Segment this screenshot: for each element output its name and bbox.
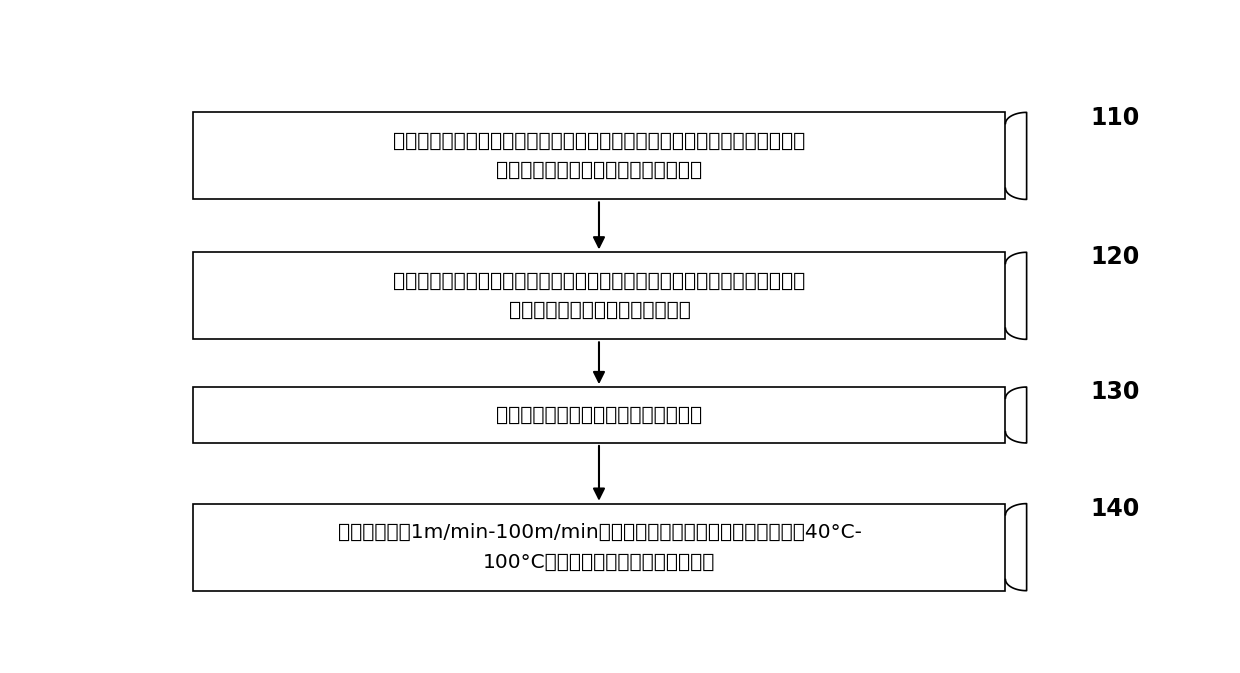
Text: 将水溶性分散剂、水溶性粘结剂以及水溶性助剂和去离子水按所需比例加入到
预搅拌罐中，溶解完全得到第一混合物: 将水溶性分散剂、水溶性粘结剂以及水溶性助剂和去离子水按所需比例加入到 预搅拌罐中… bbox=[393, 132, 806, 180]
FancyBboxPatch shape bbox=[193, 252, 1006, 339]
Text: 按上述材料所需比例将固态电解质粉体逐步加入到涂覆浆料第一混合物中，进
行高速搅拌分散，得到第二混合物: 按上述材料所需比例将固态电解质粉体逐步加入到涂覆浆料第一混合物中，进 行高速搅拌… bbox=[393, 272, 806, 320]
Text: 130: 130 bbox=[1090, 380, 1140, 404]
FancyBboxPatch shape bbox=[193, 112, 1006, 199]
FancyBboxPatch shape bbox=[193, 503, 1006, 591]
Text: 将第二混合物用筛网过滤得到涂覆浆料: 将第二混合物用筛网过滤得到涂覆浆料 bbox=[496, 406, 703, 425]
Text: 将涂覆浆料以1m/min-100m/min的速度涂布于基膜的一面或者两面，在40°C-
100°C下干燥后得到水系固态电解质膜: 将涂覆浆料以1m/min-100m/min的速度涂布于基膜的一面或者两面，在40… bbox=[337, 523, 862, 571]
FancyBboxPatch shape bbox=[193, 387, 1006, 443]
Text: 120: 120 bbox=[1090, 246, 1140, 269]
Text: 110: 110 bbox=[1090, 106, 1140, 130]
Text: 140: 140 bbox=[1090, 497, 1140, 521]
